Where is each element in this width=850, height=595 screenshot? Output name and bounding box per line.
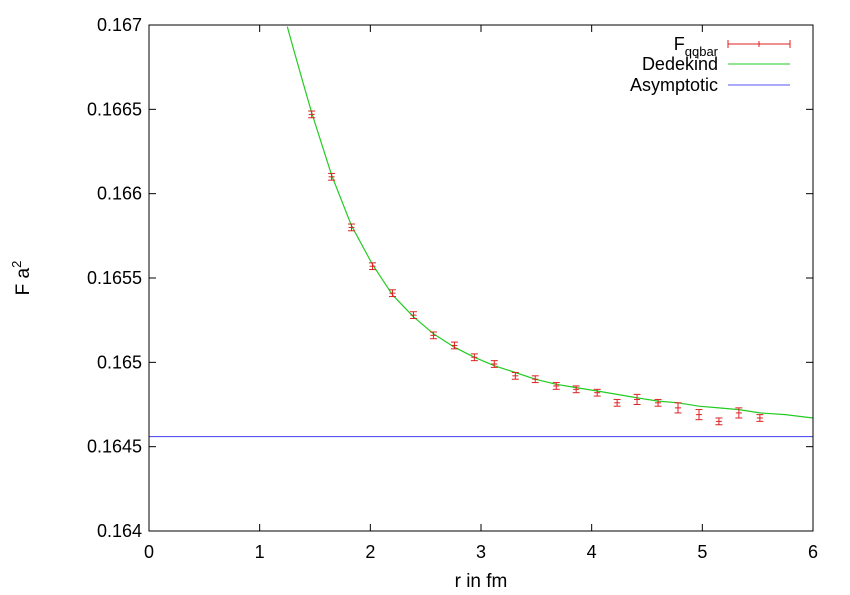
data-point: [674, 402, 682, 414]
legend-label-fqqbar: Fqqbar: [674, 34, 719, 59]
data-point: [328, 172, 336, 181]
x-tick-label: 0: [144, 542, 154, 562]
y-axis-title-base: F a: [13, 267, 34, 295]
x-tick-label: 6: [808, 542, 818, 562]
axis-ticks: 0 1 2 3 4 5 6 0.164 0.1645 0.165 0.1655 0.166 0.1665…: [87, 15, 818, 562]
legend: Fqqbar Dedekind Asymptotic: [630, 34, 791, 95]
x-tick-label: 5: [697, 542, 707, 562]
y-tick-label: 0.166: [97, 184, 142, 204]
plot-frame: [148, 24, 814, 532]
data-point: [695, 409, 703, 421]
data-point: [308, 110, 316, 119]
data-point: [450, 341, 458, 350]
data-point: [593, 388, 601, 397]
data-point: [348, 223, 356, 232]
data-point: [531, 375, 539, 384]
x-axis-title: r in fm: [455, 571, 508, 592]
y-axis-title-sup: 2: [9, 261, 24, 268]
data-point: [409, 311, 417, 319]
data-point: [735, 407, 743, 419]
data-point: [654, 398, 662, 407]
x-tick-label: 2: [365, 542, 375, 562]
legend-label-fqqbar-base: F: [674, 34, 685, 54]
y-tick-label: 0.167: [97, 15, 142, 35]
data-point: [715, 417, 723, 426]
x-tick-label: 4: [587, 542, 597, 562]
x-tick-label: 1: [255, 542, 265, 562]
legend-label-dedekind: Dedekind: [642, 54, 718, 74]
legend-sample-fqqbar: [727, 40, 791, 48]
dedekind-curve: [286, 26, 813, 419]
y-tick-label: 0.1665: [87, 99, 142, 119]
fqqbar-series: [308, 110, 764, 426]
y-tick-label: 0.164: [97, 521, 142, 541]
data-point: [756, 414, 764, 422]
dedekind-series: [286, 26, 813, 419]
y-axis-title: F a2: [9, 261, 34, 296]
y-tick-label: 0.1655: [87, 268, 142, 288]
y-tick-label: 0.1645: [87, 437, 142, 457]
legend-label-fqqbar-sub: qqbar: [685, 44, 719, 59]
y-tick-label: 0.165: [97, 352, 142, 372]
data-point: [613, 398, 621, 407]
data-point: [369, 262, 377, 271]
data-point: [490, 360, 498, 368]
data-point: [552, 382, 560, 390]
x-tick-label: 3: [476, 542, 486, 562]
data-point: [633, 393, 641, 405]
data-point: [388, 289, 396, 298]
data-point: [511, 371, 519, 380]
data-point: [572, 385, 580, 394]
data-point: [429, 331, 437, 340]
data-point: [470, 353, 478, 362]
legend-label-asymptotic: Asymptotic: [630, 75, 718, 95]
